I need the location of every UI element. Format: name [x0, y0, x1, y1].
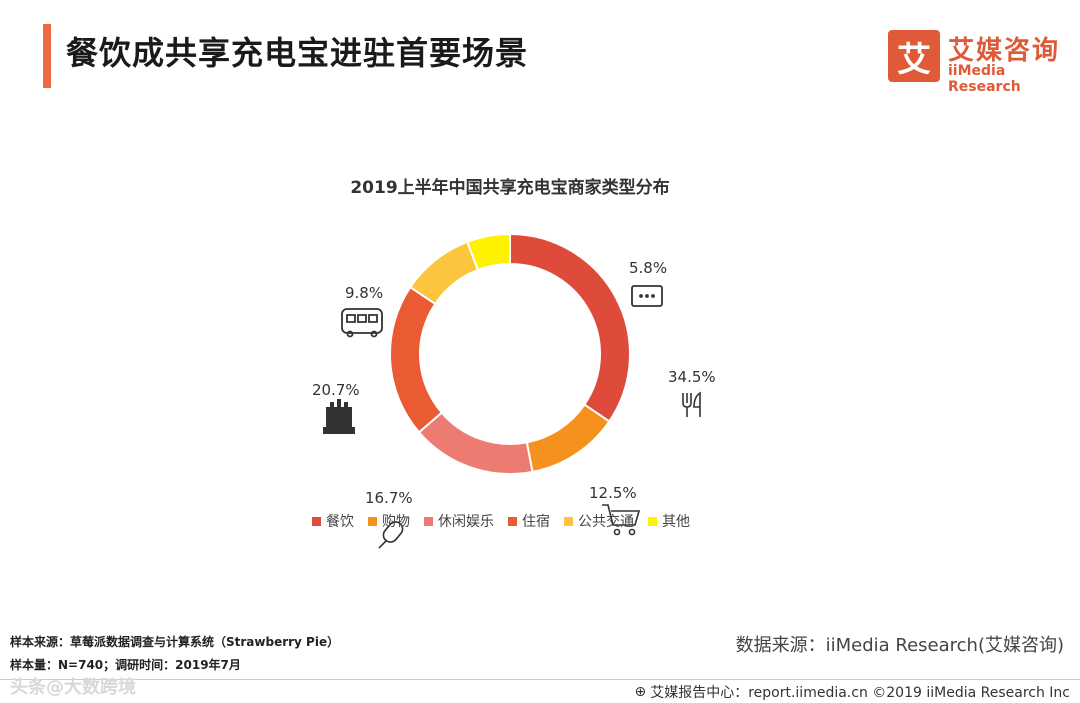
report-center-text: 艾媒报告中心：report.iimedia.cn ©2019 iiMedia R… [650, 685, 1070, 701]
sample-source: 样本来源：草莓派数据调查与计算系统（Strawberry Pie） [10, 635, 340, 649]
legend-swatch [312, 516, 321, 526]
message-icon [631, 285, 663, 307]
legend-swatch [564, 516, 573, 526]
fork-knife-icon [682, 391, 701, 417]
label-canyin: 34.5% [668, 368, 716, 386]
donut-slice-1 [525, 403, 611, 474]
legend-item-xiuxian: 休闲娱乐 [424, 511, 494, 531]
globe-icon: ⊕ [634, 684, 647, 700]
label-gonggong: 9.8% [345, 284, 384, 302]
donut-slice-3 [389, 285, 444, 434]
legend-item-gonggong: 公共交通 [564, 511, 634, 531]
legend-item-qita: 其他 [648, 511, 690, 531]
donut-slice-4 [408, 240, 480, 306]
label-xiuxian: 16.7% [365, 489, 413, 507]
chart-title: 2019上半年中国共享充电宝商家类型分布 [350, 178, 670, 198]
microphone-icon [378, 521, 404, 549]
label-gouwu: 12.5% [589, 484, 637, 502]
page-title: 餐饮成共享充电宝进驻首要场景 [66, 34, 529, 72]
legend-item-gouwu: 购物 [368, 511, 410, 531]
logo-name-en: iiMedia Research [948, 63, 1021, 95]
bus-icon [341, 308, 383, 338]
report-center: ⊕ 艾媒报告中心：report.iimedia.cn ©2019 iiMedia… [634, 682, 1070, 702]
title-accent-bar [43, 24, 51, 88]
label-zhusu: 20.7% [312, 381, 360, 399]
legend-item-canyin: 餐饮 [312, 511, 354, 531]
chart-legend: 餐饮 购物 休闲娱乐 住宿 公共交通 其他 [312, 511, 690, 531]
logo-name-cn: 艾媒咨询 [948, 36, 1061, 66]
hotel-icon [323, 399, 355, 434]
legend-swatch [368, 516, 377, 526]
donut-slice-0 [509, 232, 631, 423]
label-qita: 5.8% [629, 259, 668, 277]
iimedia-logo: 艾 艾媒咨询 iiMedia Research [888, 30, 1078, 95]
legend-swatch [648, 516, 657, 526]
data-source: 数据来源：iiMedia Research(艾媒咨询) [735, 635, 1064, 656]
watermark: 头条@大数跨境 [10, 677, 136, 698]
donut-slice-5 [465, 232, 511, 272]
legend-swatch [508, 516, 517, 526]
legend-item-zhusu: 住宿 [508, 511, 550, 531]
donut-slice-2 [417, 411, 534, 475]
shopping-cart-icon [602, 504, 641, 536]
legend-swatch [424, 516, 433, 526]
footer-divider [0, 679, 1080, 680]
sample-size: 样本量：N=740；调研时间：2019年7月 [10, 658, 241, 672]
logo-mark: 艾 [888, 30, 940, 82]
